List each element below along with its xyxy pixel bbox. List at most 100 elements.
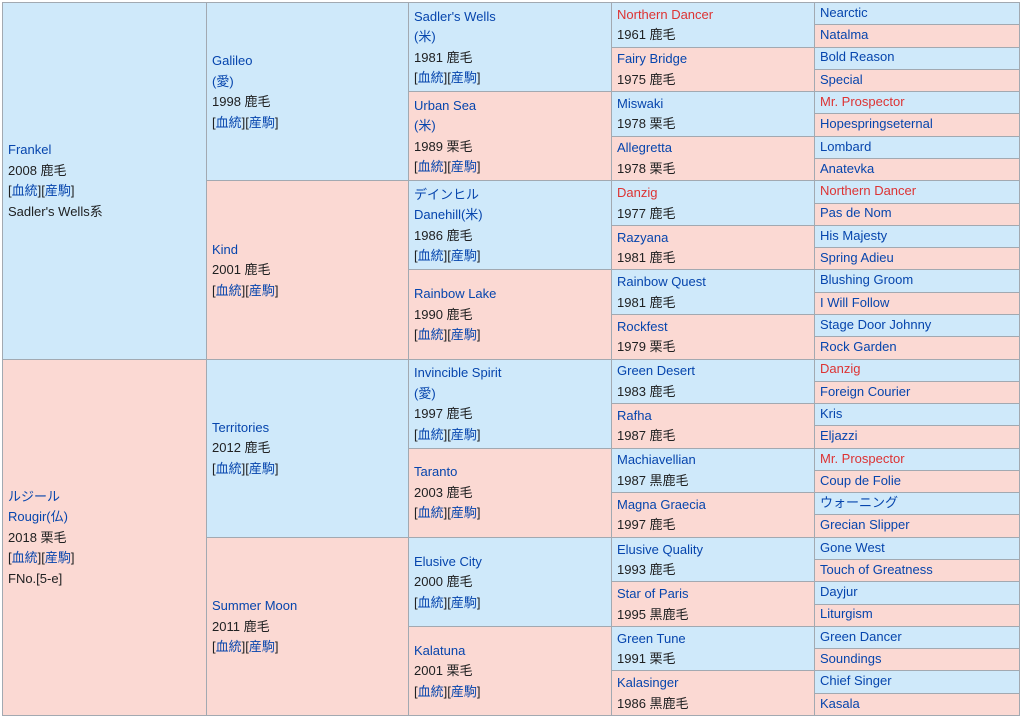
horse-name-link[interactable]: Razyana [617, 229, 669, 245]
horse-name-link[interactable]: Pas de Nom [820, 205, 892, 221]
horse-name-link[interactable]: Elusive Quality [617, 541, 703, 557]
horse-name-link[interactable]: Magna Graecia [617, 496, 706, 512]
pedigree-link[interactable]: 血統 [417, 327, 444, 343]
pedigree-link[interactable]: 血統 [11, 183, 38, 199]
horse-name-link[interactable]: Rockfest [617, 318, 668, 334]
progeny-link[interactable]: 産駒 [450, 505, 477, 521]
progeny-link[interactable]: 産駒 [450, 426, 477, 442]
progeny-link[interactable]: 産駒 [450, 159, 477, 175]
horse-name-link[interactable]: Gone West [820, 539, 885, 555]
progeny-link[interactable]: 産駒 [44, 550, 71, 565]
horse-name-link[interactable]: Rougir(仏) [8, 509, 68, 524]
horse-name-link[interactable]: Nearctic [820, 4, 868, 20]
birth-year-color: 1987 鹿毛 [617, 426, 811, 447]
horse-name-link[interactable]: Spring Adieu [820, 249, 894, 265]
horse-name-link[interactable]: Star of Paris [617, 586, 689, 602]
progeny-link[interactable]: 産駒 [450, 70, 477, 86]
horse-name-link[interactable]: Rock Garden [820, 339, 897, 355]
horse-name-link[interactable]: Summer Moon [212, 598, 298, 614]
horse-name-link[interactable]: (米) [414, 118, 436, 134]
horse-name-link[interactable]: Northern Dancer [820, 183, 917, 199]
pedigree-link[interactable]: 血統 [417, 426, 444, 442]
horse-name-link[interactable]: Rainbow Quest [617, 274, 706, 290]
horse-name-link[interactable]: Mr. Prospector [820, 94, 905, 110]
horse-name-link[interactable]: Foreign Courier [820, 383, 911, 399]
horse-name-link[interactable]: Fairy Bridge [617, 51, 688, 67]
progeny-link[interactable]: 産駒 [450, 327, 477, 343]
horse-name-link[interactable]: Soundings [820, 651, 882, 667]
horse-name-link[interactable]: Urban Sea [414, 97, 477, 113]
pedigree-link[interactable]: 血統 [417, 683, 444, 699]
horse-name-link[interactable]: Invincible Spirit [414, 365, 502, 381]
horse-name-link[interactable]: Sadler's Wells [414, 8, 496, 24]
horse-name-link[interactable]: (米) [414, 29, 436, 45]
horse-name-link[interactable]: Elusive City [414, 553, 482, 569]
pedigree-link[interactable]: 血統 [417, 248, 444, 264]
horse-name-link[interactable]: Kasala [820, 695, 860, 711]
pedigree-link[interactable]: 血統 [417, 505, 444, 521]
horse-name-link[interactable]: Anatevka [820, 160, 875, 176]
progeny-link[interactable]: 産駒 [450, 683, 477, 699]
horse-name-link[interactable]: Miswaki [617, 95, 664, 111]
pedigree-link[interactable]: 血統 [11, 550, 38, 565]
horse-name-link[interactable]: Stage Door Johnny [820, 316, 932, 332]
horse-name-link[interactable]: ルジール [8, 488, 61, 504]
horse-name-link[interactable]: (愛) [212, 73, 234, 89]
horse-name-link[interactable]: Kris [820, 405, 843, 421]
horse-name-link[interactable]: Bold Reason [820, 49, 895, 65]
progeny-link[interactable]: 産駒 [450, 594, 477, 610]
horse-name-link[interactable]: Frankel [8, 142, 52, 158]
horse-name-link[interactable]: Coup de Folie [820, 472, 901, 488]
cell-content: Touch of Greatness [820, 560, 1016, 580]
horse-name-link[interactable]: Kind [212, 241, 239, 257]
horse-name-link[interactable]: Green Dancer [820, 628, 902, 644]
progeny-link[interactable]: 産駒 [450, 248, 477, 264]
horse-name-link[interactable]: Grecian Slipper [820, 517, 910, 533]
horse-name-link[interactable]: Touch of Greatness [820, 561, 933, 577]
pedigree-link[interactable]: 血統 [215, 460, 242, 476]
horse-name-link[interactable]: Blushing Groom [820, 272, 914, 288]
horse-name-link[interactable]: Taranto [414, 464, 458, 480]
horse-name-link[interactable]: Territories [212, 419, 270, 435]
horse-name-link[interactable]: デインヒル [414, 186, 480, 202]
pedigree-link[interactable]: 血統 [417, 70, 444, 86]
progeny-link[interactable]: 産駒 [248, 114, 275, 130]
horse-name-link[interactable]: Natalma [820, 27, 869, 43]
horse-name-link[interactable]: Hopespringseternal [820, 116, 933, 132]
horse-name-link[interactable]: Dayjur [820, 584, 858, 600]
horse-name-link[interactable]: Galileo [212, 53, 253, 69]
horse-name-link[interactable]: Kalatuna [414, 642, 466, 658]
pedigree-link[interactable]: 血統 [215, 639, 242, 655]
link-row: [血統][産駒] [414, 594, 481, 610]
progeny-link[interactable]: 産駒 [248, 460, 275, 476]
horse-name-link[interactable]: ウォーニング [820, 495, 899, 511]
horse-name-link[interactable]: His Majesty [820, 227, 888, 243]
horse-name-link[interactable]: Liturgism [820, 606, 873, 622]
progeny-link[interactable]: 産駒 [248, 639, 275, 655]
horse-name-link[interactable]: Allegretta [617, 140, 672, 156]
horse-name-link[interactable]: (愛) [414, 385, 436, 401]
horse-name-link[interactable]: I Will Follow [820, 294, 890, 310]
horse-name-link[interactable]: Eljazzi [820, 428, 858, 444]
link-row: [血統][産駒] [212, 460, 279, 476]
horse-name-link[interactable]: Danzig [820, 361, 861, 377]
horse-name-link[interactable]: Kalasinger [617, 675, 679, 691]
horse-name-link[interactable]: Green Desert [617, 363, 696, 379]
horse-name-link[interactable]: Green Tune [617, 630, 686, 646]
horse-name-link[interactable]: Rafha [617, 407, 652, 423]
horse-name-link[interactable]: Lombard [820, 138, 872, 154]
horse-name-link[interactable]: Danehill(米) [414, 207, 483, 223]
horse-name-link[interactable]: Danzig [617, 185, 658, 201]
horse-name-link[interactable]: Special [820, 71, 863, 87]
pedigree-link[interactable]: 血統 [417, 594, 444, 610]
horse-name-link[interactable]: Machiavellian [617, 452, 696, 468]
pedigree-link[interactable]: 血統 [215, 282, 242, 298]
horse-name-link[interactable]: Rainbow Lake [414, 286, 497, 302]
progeny-link[interactable]: 産駒 [248, 282, 275, 298]
pedigree-link[interactable]: 血統 [215, 114, 242, 130]
pedigree-link[interactable]: 血統 [417, 159, 444, 175]
horse-name-link[interactable]: Mr. Prospector [820, 450, 905, 466]
horse-name-link[interactable]: Chief Singer [820, 673, 892, 689]
horse-name-link[interactable]: Northern Dancer [617, 6, 714, 22]
progeny-link[interactable]: 産駒 [44, 183, 71, 199]
